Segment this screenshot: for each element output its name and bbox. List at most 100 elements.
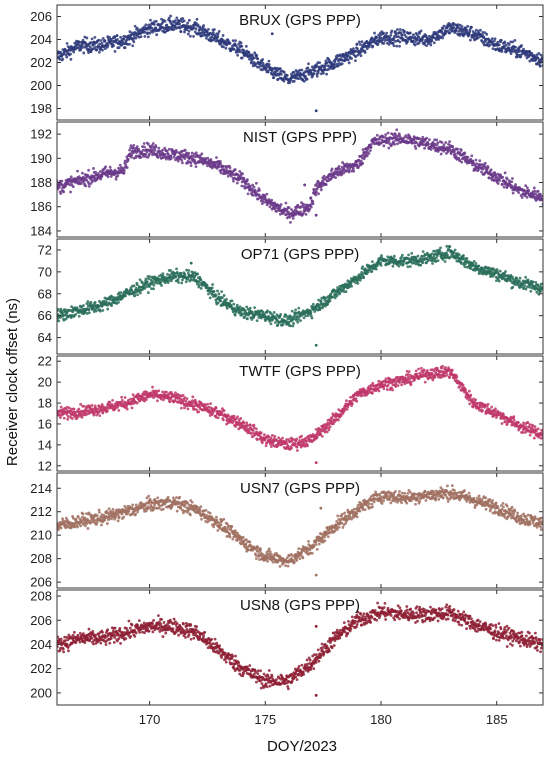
data-point	[259, 61, 262, 65]
data-point	[426, 42, 430, 45]
data-point	[101, 309, 105, 312]
data-point	[117, 46, 121, 49]
data-point	[349, 282, 353, 286]
data-point	[410, 251, 414, 255]
data-point	[220, 413, 224, 416]
data-point	[375, 137, 378, 141]
data-point	[204, 158, 208, 162]
data-point	[167, 394, 170, 398]
data-point	[520, 44, 523, 47]
data-point	[273, 434, 277, 438]
outlier-point	[314, 109, 318, 113]
data-point	[304, 314, 308, 318]
data-point	[398, 40, 402, 44]
data-point	[358, 278, 362, 282]
data-point	[64, 308, 68, 312]
data-point	[369, 145, 373, 149]
data-point	[359, 159, 363, 163]
data-point	[513, 283, 517, 287]
data-point	[459, 148, 463, 152]
data-point	[244, 44, 248, 48]
data-point	[281, 436, 284, 440]
data-point	[108, 35, 111, 39]
data-point	[481, 31, 485, 34]
data-point	[174, 391, 177, 395]
data-point	[114, 177, 118, 181]
data-point	[116, 174, 120, 178]
data-point	[340, 58, 344, 62]
data-point	[446, 253, 449, 257]
data-point	[65, 412, 69, 416]
data-point	[87, 184, 91, 188]
data-point	[337, 165, 341, 168]
data-point	[143, 145, 146, 149]
data-point	[483, 31, 487, 35]
data-point	[539, 53, 543, 57]
data-point	[78, 414, 82, 418]
data-point	[123, 396, 127, 399]
data-point	[310, 316, 314, 320]
data-point	[510, 180, 514, 184]
data-point	[146, 142, 150, 146]
data-point	[159, 280, 163, 284]
data-point	[519, 55, 523, 59]
data-point	[320, 296, 324, 300]
y-tick-label: 204	[30, 32, 52, 47]
data-point	[169, 154, 173, 158]
data-point	[139, 155, 143, 159]
data-point	[411, 141, 415, 145]
data-point	[161, 148, 165, 152]
data-point	[433, 142, 437, 146]
data-point	[206, 156, 210, 160]
data-point	[105, 409, 109, 413]
data-point	[146, 275, 150, 278]
data-point	[222, 45, 225, 49]
data-point	[183, 406, 186, 410]
data-point	[361, 148, 365, 151]
data-point	[98, 414, 102, 418]
data-point	[334, 176, 338, 180]
data-point	[329, 67, 333, 70]
data-point	[505, 177, 509, 181]
data-point	[191, 399, 194, 403]
data-point	[163, 19, 167, 23]
data-point	[132, 40, 136, 44]
data-point	[299, 445, 303, 449]
data-point	[236, 415, 240, 419]
data-point	[292, 322, 295, 325]
data-point	[174, 19, 177, 22]
data-point	[382, 31, 385, 35]
data-point	[219, 162, 223, 165]
data-point	[282, 70, 286, 74]
data-point	[142, 142, 146, 145]
data-point	[228, 166, 232, 170]
data-point	[69, 57, 73, 61]
data-point	[61, 57, 64, 61]
data-point	[161, 390, 165, 394]
data-point	[224, 46, 228, 50]
data-point	[197, 280, 201, 284]
data-point	[252, 61, 256, 64]
data-point	[392, 38, 396, 42]
data-point	[402, 29, 406, 33]
data-point	[355, 42, 359, 46]
data-point	[267, 435, 271, 439]
data-point	[80, 171, 84, 175]
data-point	[175, 267, 178, 271]
data-point	[179, 406, 183, 410]
data-point	[59, 416, 62, 419]
data-point	[233, 313, 237, 317]
data-point	[439, 246, 442, 250]
data-point	[275, 72, 278, 75]
data-point	[152, 287, 155, 291]
data-point	[151, 281, 155, 284]
data-point	[153, 29, 157, 33]
data-point	[116, 298, 119, 301]
data-point	[238, 169, 242, 173]
data-point	[393, 34, 397, 38]
data-point	[345, 162, 349, 166]
data-point	[406, 265, 410, 269]
data-point	[418, 31, 422, 35]
data-point	[169, 14, 173, 18]
